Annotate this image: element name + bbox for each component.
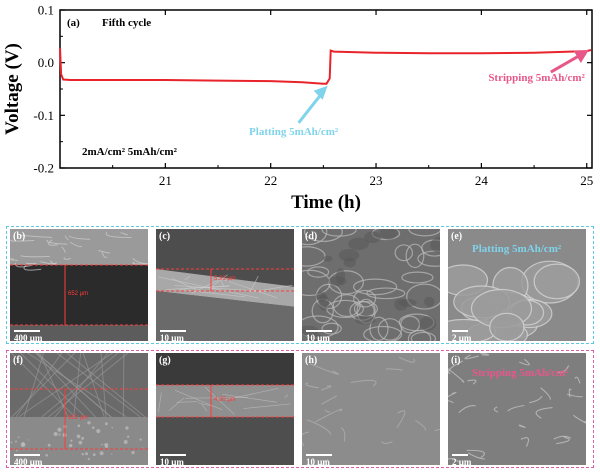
scale-bar-label: 10 μm <box>160 457 184 467</box>
chart-title: Fifth cycle <box>102 17 151 29</box>
condition-label: 2mA/cm² 5mAh/cm² <box>82 146 178 158</box>
sem-panel-c: (c) 10 μm 5.93 μm <box>156 229 294 345</box>
scale-bar-line <box>306 454 332 456</box>
thickness-measurement: 4.30 μm <box>214 397 236 403</box>
voltage-series-line <box>59 47 592 85</box>
scale-bar-line <box>14 330 40 332</box>
sem-image <box>156 229 294 341</box>
y-axis-label: Voltage (V) <box>2 43 23 135</box>
sem-panel-h: (h) 10 μm <box>302 353 440 469</box>
scale-bar-label: 10 μm <box>160 333 184 343</box>
sem-image <box>302 229 440 341</box>
panel-label: (e) <box>451 231 463 242</box>
stripping-sem-row <box>6 350 594 468</box>
scale-bar-line <box>306 330 332 332</box>
sem-image <box>448 353 586 465</box>
sem-panel-f: (f) 400 μm 652 μm <box>10 353 148 469</box>
panel-note: Platting 5mAh/cm² <box>472 243 562 255</box>
sem-image <box>302 353 440 465</box>
plating-arrow-head <box>313 85 328 100</box>
y-tick-label: 0.0 <box>38 55 54 70</box>
scale-bar-label: 2 μm <box>452 333 472 343</box>
panel-label: (b) <box>13 231 26 242</box>
panel-label: (i) <box>451 355 461 366</box>
scale-bar-line <box>452 454 468 456</box>
thickness-measurement: 652 μm <box>68 415 89 421</box>
scale-bar-label: 2 μm <box>452 457 472 467</box>
y-tick-label: -0.2 <box>33 161 54 176</box>
panel-label: (d) <box>305 231 318 242</box>
scale-bar-label: 10 μm <box>306 333 330 343</box>
thickness-measurement: 5.93 μm <box>214 276 236 282</box>
plating-sem-row <box>6 226 594 344</box>
x-tick-label: 23 <box>370 173 383 188</box>
panel-label-a: (a) <box>67 17 80 29</box>
sem-panel-b: (b) 400 μm 652 μm <box>10 229 148 345</box>
panel-label: (h) <box>305 355 318 366</box>
sem-panel-g: (g) 10 μm 4.30 μm <box>156 353 294 469</box>
x-tick-label: 22 <box>264 173 277 188</box>
scale-bar-label: 400 μm <box>14 333 43 343</box>
scale-bar-line <box>160 330 186 332</box>
panel-note: Stripping 5mAh/cm² <box>472 367 569 379</box>
sem-panel-d: (d) 10 μm <box>302 229 440 345</box>
stripping-arrow-head <box>573 50 589 64</box>
x-tick-label: 25 <box>580 173 593 188</box>
scale-bar-line <box>160 454 186 456</box>
y-tick-label: -0.1 <box>33 108 54 123</box>
scale-bar-line <box>452 330 468 332</box>
sem-image <box>156 353 294 465</box>
sem-panel-i: (i) 2 μm Stripping 5mAh/cm² <box>448 353 586 469</box>
scale-bar-label: 400 μm <box>14 457 43 467</box>
sem-image <box>10 229 148 341</box>
stripping-annotation: Stripping 5mAh/cm² <box>488 72 585 84</box>
plating-annotation: Platting 5mAh/cm² <box>249 126 339 138</box>
x-tick-label: 24 <box>475 173 489 188</box>
panel-label: (g) <box>159 355 171 366</box>
x-tick-label: 21 <box>159 173 172 188</box>
sem-panel-e: (e) 2 μm Platting 5mAh/cm² <box>448 229 586 345</box>
panel-label: (c) <box>159 231 171 242</box>
voltage-time-chart: 21 22 23 24 25 0.1 0.0 -0.1 -0.2 Time (h) Voltage … <box>2 3 593 213</box>
sem-image <box>10 353 148 465</box>
x-axis-label: Time (h) <box>291 192 361 212</box>
thickness-measurement: 652 μm <box>68 291 89 297</box>
y-tick-label: 0.1 <box>38 3 54 18</box>
scale-bar-line <box>14 454 40 456</box>
scale-bar-label: 10 μm <box>306 457 330 467</box>
sem-image <box>448 229 586 341</box>
panel-label: (f) <box>13 355 23 366</box>
